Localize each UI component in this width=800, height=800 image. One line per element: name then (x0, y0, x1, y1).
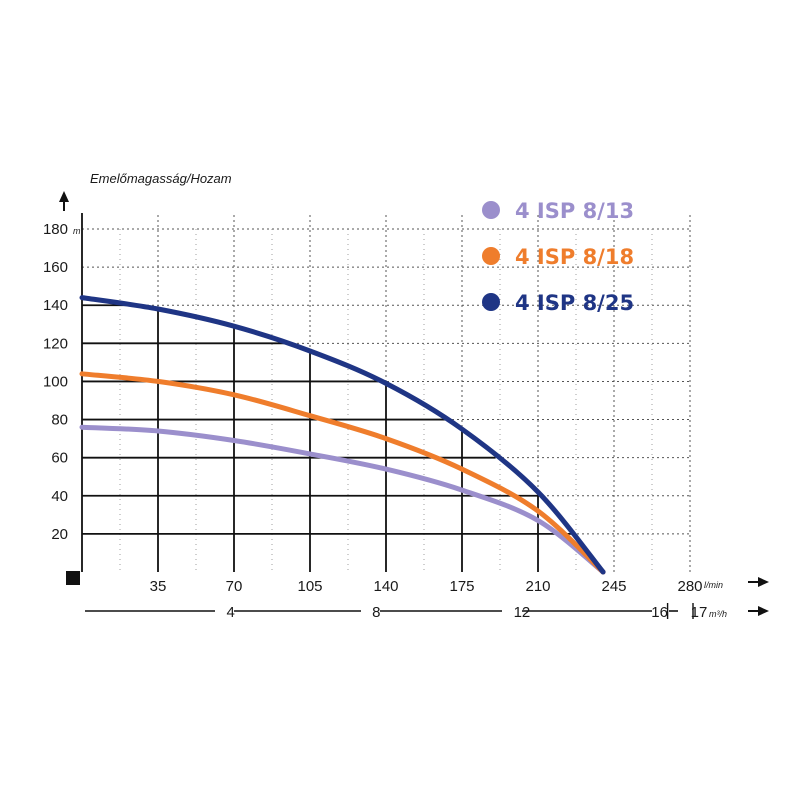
y-tick-label: 140 (43, 297, 68, 314)
legend-marker (482, 293, 500, 311)
legend-label: 4 ISP 8/13 (515, 199, 634, 223)
y-tick-label: 80 (51, 412, 68, 429)
y-tick-label: 180 (43, 221, 68, 238)
x-axis-unit: l/min (704, 580, 723, 590)
y-tick-label: 100 (43, 373, 68, 390)
legend-label: 4 ISP 8/25 (515, 291, 634, 315)
x2-tick-label: 16 (651, 604, 668, 621)
x2-axis-unit: m³/h (709, 609, 727, 619)
x-axis-arrow-head (758, 577, 769, 587)
series (79, 295, 606, 575)
y-axis-arrow-head (59, 191, 69, 202)
grid (82, 215, 691, 572)
series-line-2 (79, 371, 606, 575)
series-line-1 (79, 424, 606, 575)
legend: 4 ISP 8/13 4 ISP 8/18 4 ISP 8/25 (482, 199, 634, 315)
x-tick-label: 140 (373, 578, 398, 595)
x-tick-label: 175 (449, 578, 474, 595)
x2-tick-label: 8 (372, 604, 380, 621)
x-tick-label: 70 (226, 578, 243, 595)
chart-title: Emelőmagasság/Hozam (90, 171, 232, 186)
series-line-3 (79, 295, 606, 575)
y-tick-label: 60 (51, 450, 68, 467)
x2-tick-label: 12 (514, 604, 531, 621)
x-tick-label: 105 (297, 578, 322, 595)
y-tick-label: 160 (43, 259, 68, 276)
legend-marker (482, 247, 500, 265)
x-tick-label: 280 (677, 578, 702, 595)
legend-label: 4 ISP 8/18 (515, 245, 634, 269)
x2-tick-label: 4 (226, 604, 234, 621)
y-tick-label: 120 (43, 335, 68, 352)
x-tick-label: 35 (150, 578, 167, 595)
y-tick-label: 20 (51, 526, 68, 543)
legend-marker (482, 201, 500, 219)
origin-marker (66, 571, 80, 585)
x2-tick-label: 17 (691, 604, 708, 621)
x-tick-label: 245 (601, 578, 626, 595)
y-tick-label: 40 (51, 488, 68, 505)
axes: Emelőmagasság/Hozam m l/min m³/h 20 40 60 8… (43, 171, 769, 621)
y-axis-unit: m (73, 226, 81, 236)
x2-axis-arrow-head (758, 606, 769, 616)
x-tick-label: 210 (525, 578, 550, 595)
